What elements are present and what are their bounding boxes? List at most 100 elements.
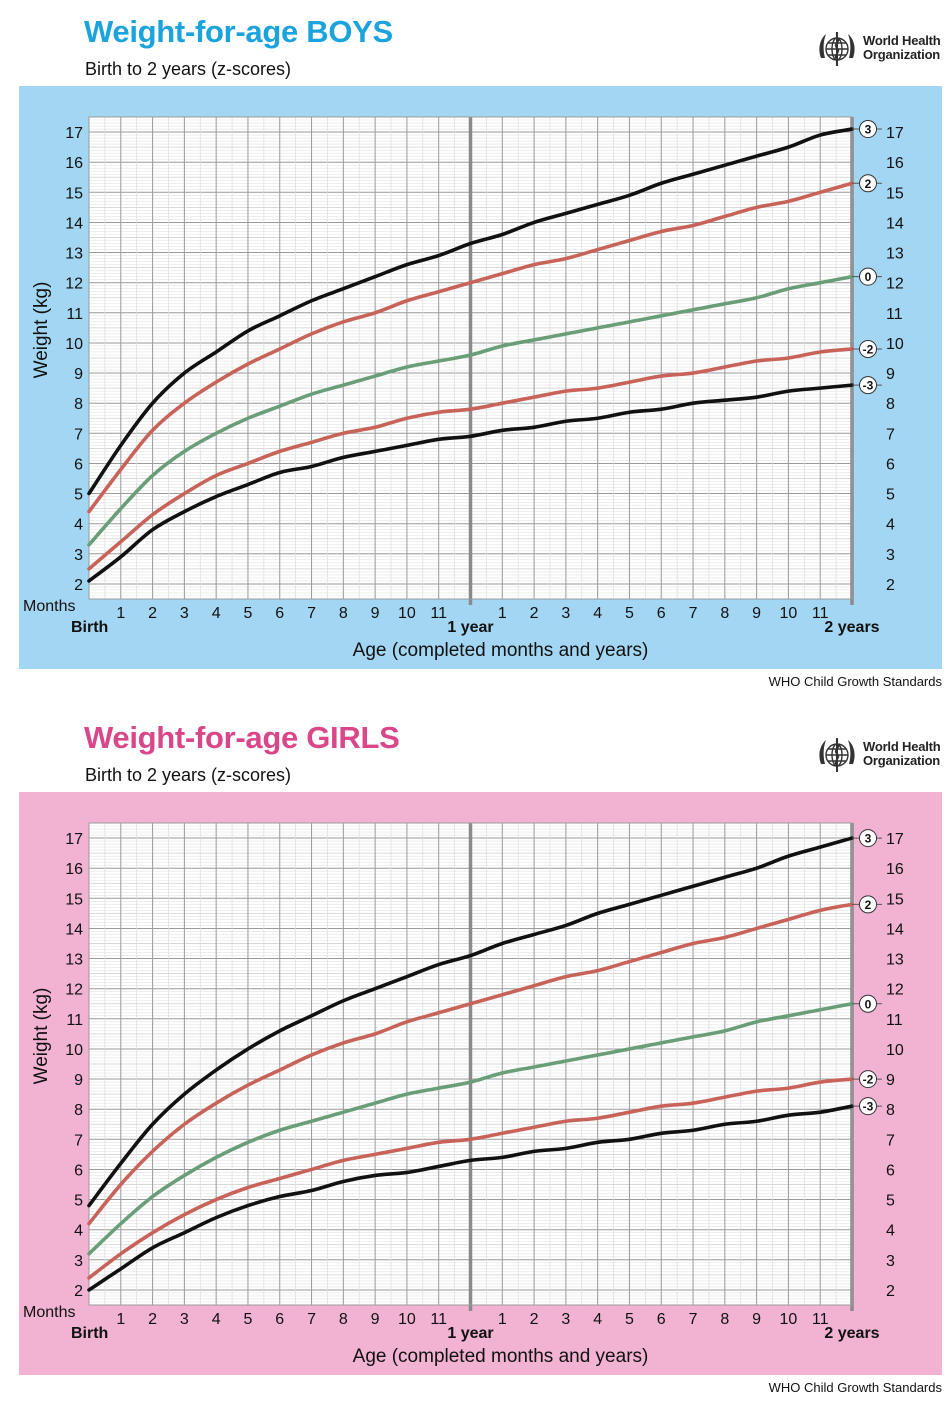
y-tick-label-left: 16	[65, 861, 83, 878]
y-tick-label-left: 5	[74, 487, 83, 504]
z-score-text: -2	[863, 1073, 874, 1087]
who-logo-text: World Health Organization	[863, 34, 947, 62]
z-score-text: 3	[865, 832, 872, 846]
y-tick-label-left: 7	[74, 1132, 83, 1149]
x-tick-label: 3	[180, 1311, 189, 1328]
x-tick-label: 3	[180, 605, 189, 622]
y-tick-label-right: 3	[886, 547, 895, 564]
x-tick-label: 11	[812, 1311, 829, 1328]
x-tick-label: 10	[780, 605, 798, 622]
z-score-badge	[859, 895, 877, 914]
series-line-z3	[87, 836, 854, 1208]
x-tick-label: 8	[339, 1311, 348, 1328]
x-tick-label: 6	[657, 605, 666, 622]
y-tick-label-right: 13	[886, 246, 904, 263]
z-score-label: 0	[852, 267, 882, 286]
plot-border	[88, 116, 853, 600]
x-tick-label: 8	[720, 605, 729, 622]
x-tick-label: 1	[116, 605, 125, 622]
y-tick-label-right: 2	[886, 577, 895, 594]
who-emblem-icon	[819, 738, 855, 772]
chart-title: Weight-for-age BOYS	[84, 14, 393, 49]
x-tick-label: 5	[625, 605, 634, 622]
x-tick-label: 7	[307, 605, 316, 622]
series-line-z-2	[87, 1077, 854, 1280]
x-tick-label: 1 year	[447, 619, 493, 636]
y-tick-label-right: 10	[886, 336, 904, 353]
y-tick-label-right: 6	[886, 1162, 895, 1179]
y-axis-title: Weight (kg)	[31, 988, 52, 1085]
z-score-label: 0	[852, 994, 882, 1013]
z-score-text: -3	[863, 1100, 874, 1114]
y-tick-label-left: 2	[74, 577, 83, 594]
x-tick-label: 3	[561, 1311, 570, 1328]
y-tick-label-left: 3	[74, 547, 83, 564]
x-tick-label: 6	[657, 1311, 666, 1328]
x-tick-label: 4	[212, 605, 221, 622]
y-tick-label-left: 6	[74, 456, 83, 473]
y-tick-label-left: 7	[74, 426, 83, 443]
series-line-z0	[87, 1001, 854, 1256]
boys-chart-panel: Weight-for-age BOYS Birth to 2 years (z-…	[0, 0, 952, 700]
series-line-z3	[87, 127, 854, 496]
x-tick-label: 1	[498, 605, 507, 622]
z-score-label: -3	[852, 376, 882, 395]
y-tick-label-left: 13	[65, 952, 83, 969]
y-tick-label-left: 9	[74, 1072, 83, 1089]
y-tick-label-right: 4	[886, 1223, 895, 1240]
x-tick-label: 2	[530, 1311, 539, 1328]
chart-subtitle: Birth to 2 years (z-scores)	[85, 59, 292, 79]
y-tick-label-right: 7	[886, 426, 895, 443]
x-tick-label: 11	[812, 605, 829, 622]
z-score-label: 2	[852, 895, 882, 914]
y-tick-label-left: 12	[65, 982, 83, 999]
z-score-text: 3	[865, 123, 872, 137]
z-score-text: 2	[865, 898, 872, 912]
x-tick-label: 2	[148, 1311, 157, 1328]
y-tick-label-right: 9	[886, 1072, 895, 1089]
x-tick-label: 6	[275, 1311, 284, 1328]
z-score-label: -2	[852, 1070, 882, 1089]
girls-chart-area: 2 2 3 3 4 4 5 5 6 6 7 7 8 8 9 9 10 10 11 11 12 12 13 13 14 14 15 15…	[19, 792, 942, 1375]
y-tick-label-right: 2	[886, 1283, 895, 1300]
x-tick-label: 8	[339, 605, 348, 622]
who-logo: World Health Organization	[815, 734, 945, 776]
y-tick-label-left: 11	[66, 306, 83, 323]
z-score-badge	[859, 1070, 877, 1089]
x-tick-label: 5	[625, 1311, 634, 1328]
x-tick-label: 10	[398, 1311, 416, 1328]
z-score-badge	[859, 339, 877, 358]
z-score-badge	[859, 267, 877, 286]
z-score-badge	[859, 994, 877, 1013]
x-tick-label: 4	[212, 1311, 221, 1328]
y-tick-label-left: 10	[65, 1042, 83, 1059]
x-tick-label: Birth	[71, 619, 108, 636]
z-score-label: -2	[852, 339, 882, 358]
z-score-label: 2	[852, 174, 882, 193]
y-tick-label-left: 14	[65, 215, 83, 232]
x-tick-label: 10	[398, 605, 416, 622]
y-tick-label-left: 8	[74, 396, 83, 413]
z-score-text: 2	[865, 177, 872, 191]
x-tick-label: 4	[593, 1311, 602, 1328]
y-tick-label-right: 11	[886, 1012, 903, 1029]
x-tick-label: 7	[307, 1311, 316, 1328]
series-line-z-3	[87, 1104, 854, 1292]
y-tick-label-right: 8	[886, 396, 895, 413]
x-tick-label: 11	[430, 1311, 447, 1328]
y-axis-title: Weight (kg)	[31, 282, 52, 379]
series-line-z2	[87, 181, 854, 514]
who-logo-text: World Health Organization	[863, 740, 947, 768]
y-tick-label-right: 12	[886, 982, 904, 999]
z-score-text: -3	[863, 379, 874, 393]
y-tick-label-left: 4	[74, 1223, 83, 1240]
y-tick-label-right: 17	[886, 831, 904, 848]
y-tick-label-right: 3	[886, 1253, 895, 1270]
x-tick-label: 4	[593, 605, 602, 622]
chart-footer: WHO Child Growth Standards	[768, 674, 942, 689]
x-tick-label: 1	[116, 1311, 125, 1328]
boys-chart-area: 2 2 3 3 4 4 5 5 6 6 7 7 8 8 9 9 10 10 11 11 12 12 13 13 14 14 15 15…	[19, 86, 942, 669]
months-label: Months	[23, 598, 75, 615]
y-tick-label-right: 12	[886, 276, 904, 293]
